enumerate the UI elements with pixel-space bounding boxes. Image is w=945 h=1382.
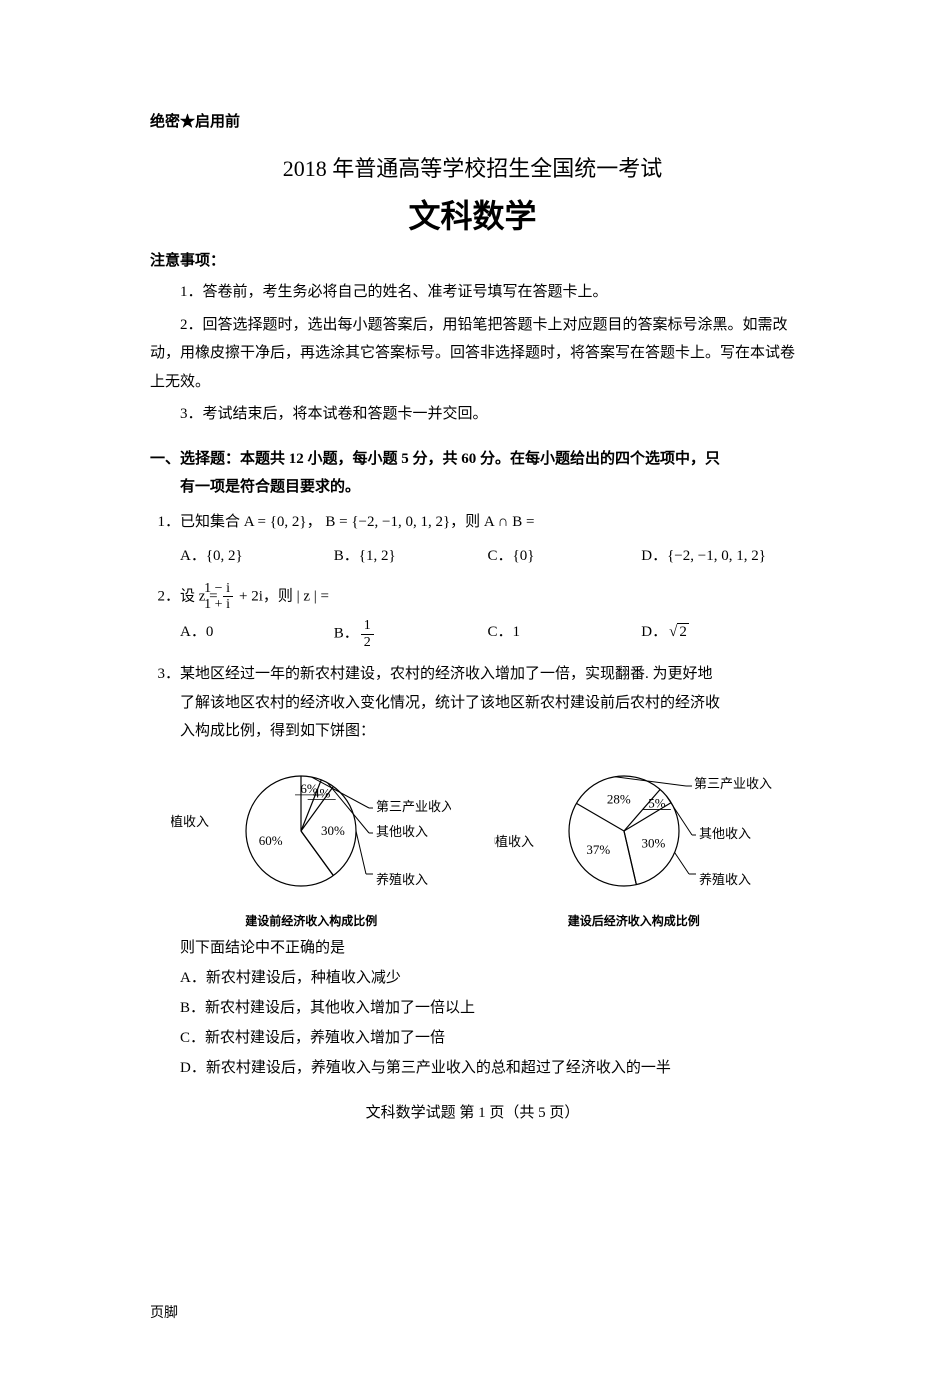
q3-option-b: B．新农村建设后，其他收入增加了一倍以上 xyxy=(150,993,795,1023)
svg-text:第三产业收入: 第三产业收入 xyxy=(694,776,772,791)
pie-charts-row: 60%种植收入6%第三产业收入4%其他收入30%养殖收入 建设前经济收入构成比例… xyxy=(150,756,795,929)
pie-chart-before-svg: 60%种植收入6%第三产业收入4%其他收入30%养殖收入 xyxy=(171,756,451,906)
svg-text:5%: 5% xyxy=(648,795,666,810)
q1-option-b: B．{1, 2} xyxy=(334,542,488,571)
question-1-options: A．{0, 2} B．{1, 2} C．{0} D．{−2, −1, 0, 1,… xyxy=(150,542,795,571)
pie-before-caption: 建设前经济收入构成比例 xyxy=(245,912,377,929)
q3-option-c: C．新农村建设后，养殖收入增加了一倍 xyxy=(150,1023,795,1053)
q2-option-d: D． 2 xyxy=(641,618,795,650)
pie-after-caption: 建设后经济收入构成比例 xyxy=(568,912,700,929)
pie-chart-after: 37% 种植收入 28% 第三产业收入 5% 其他收入 30% 养殖收入 建设后经济收入构成比… xyxy=(494,756,774,929)
q2-b-den: 2 xyxy=(361,635,374,650)
q3-followup: 则下面结论中不正确的是 xyxy=(150,933,795,963)
svg-text:4%: 4% xyxy=(313,785,331,800)
q2-frac-den: 1 + i xyxy=(223,597,233,612)
question-1: 1．已知集合 A = {0, 2}， B = {−2, −1, 0, 1, 2}… xyxy=(150,508,795,537)
svg-text:其他收入: 其他收入 xyxy=(699,826,751,841)
notice-heading: 注意事项： xyxy=(150,249,795,270)
q2-suffix: + 2i，则 | z | = xyxy=(235,588,329,604)
svg-text:养殖收入: 养殖收入 xyxy=(376,872,428,887)
svg-text:第三产业收入: 第三产业收入 xyxy=(376,799,451,814)
pie-chart-before: 60%种植收入6%第三产业收入4%其他收入30%养殖收入 建设前经济收入构成比例 xyxy=(171,756,451,929)
q2-d-prefix: D． xyxy=(641,624,667,640)
svg-text:种植收入: 种植收入 xyxy=(171,814,209,829)
notice-item-2: 2．回答选择题时，选出每小题答案后，用铅笔把答题卡上对应题目的答案标号涂黑。如需… xyxy=(150,311,795,397)
notice-item-3: 3．考试结束后，将本试卷和答题卡一并交回。 xyxy=(150,400,795,429)
question-2: 2．设 z = 1 − i1 + i + 2i，则 | z | = xyxy=(150,581,795,613)
q2-b-num: 1 xyxy=(361,618,374,634)
q2-d-radicand: 2 xyxy=(677,623,689,640)
svg-text:28%: 28% xyxy=(607,791,631,806)
svg-text:30%: 30% xyxy=(321,823,345,838)
svg-text:37%: 37% xyxy=(586,841,610,856)
q2-option-c: C．1 xyxy=(488,618,642,650)
svg-text:30%: 30% xyxy=(641,835,665,850)
q3-option-d: D．新农村建设后，养殖收入与第三产业收入的总和超过了经济收入的一半 xyxy=(150,1053,795,1083)
exam-subject: 文科数学 xyxy=(150,191,795,237)
q2-frac-num: 1 − i xyxy=(223,581,233,597)
q1-option-c: C．{0} xyxy=(488,542,642,571)
question-1-text: 1．已知集合 A = {0, 2}， B = {−2, −1, 0, 1, 2}… xyxy=(158,514,535,530)
question-3: 3．某地区经过一年的新农村建设，农村的经济收入增加了一倍，实现翻番. 为更好地 … xyxy=(150,660,795,746)
svg-text:其他收入: 其他收入 xyxy=(376,824,428,839)
question-2-options: A．0 B．12 C．1 D．2 xyxy=(150,618,795,650)
section-1-title-line1: 一、选择题：本题共 12 小题，每小题 5 分，共 60 分。在每小题给出的四个… xyxy=(150,451,720,467)
q2-fraction: 1 − i1 + i xyxy=(223,581,233,613)
section-1-title: 一、选择题：本题共 12 小题，每小题 5 分，共 60 分。在每小题给出的四个… xyxy=(150,445,795,502)
svg-text:养殖收入: 养殖收入 xyxy=(699,872,751,887)
q3-line3: 入构成比例，得到如下饼图： xyxy=(180,717,795,746)
sqrt-icon: 2 xyxy=(667,618,689,647)
q1-option-a: A．{0, 2} xyxy=(180,542,334,571)
section-1-title-line2: 有一项是符合题目要求的。 xyxy=(150,473,795,502)
svg-text:60%: 60% xyxy=(259,832,283,847)
exam-page: 绝密★启用前 2018 年普通高等学校招生全国统一考试 文科数学 注意事项： 1… xyxy=(0,0,945,1382)
confidential-label: 绝密★启用前 xyxy=(150,110,795,131)
q2-b-fraction: 12 xyxy=(361,618,374,650)
notice-item-1: 1．答卷前，考生务必将自己的姓名、准考证号填写在答题卡上。 xyxy=(150,278,795,307)
q1-option-d: D．{−2, −1, 0, 1, 2} xyxy=(641,542,795,571)
exam-title-year: 2018 年普通高等学校招生全国统一考试 xyxy=(150,151,795,183)
page-footer: 文科数学试题 第 1 页（共 5 页） xyxy=(150,1101,795,1122)
page-footer-label: 页脚 xyxy=(150,1302,795,1322)
q2-b-prefix: B． xyxy=(334,626,359,642)
q2-option-a: A．0 xyxy=(180,618,334,650)
q2-option-b: B．12 xyxy=(334,618,488,650)
pie-chart-after-svg: 37% 种植收入 28% 第三产业收入 5% 其他收入 30% 养殖收入 xyxy=(494,756,774,906)
svg-text:种植收入: 种植收入 xyxy=(494,834,534,849)
q3-line2: 了解该地区农村的经济收入变化情况，统计了该地区新农村建设前后农村的经济收 xyxy=(180,689,795,718)
q3-line1: 3．某地区经过一年的新农村建设，农村的经济收入增加了一倍，实现翻番. 为更好地 xyxy=(158,666,713,682)
q3-option-a: A．新农村建设后，种植收入减少 xyxy=(150,963,795,993)
